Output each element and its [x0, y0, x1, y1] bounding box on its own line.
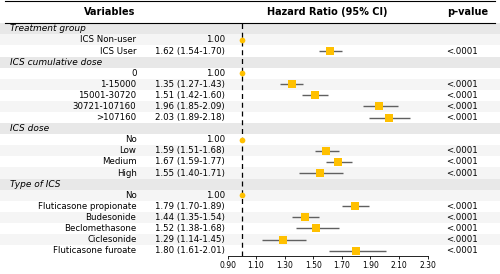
Text: ICS Non-user: ICS Non-user	[80, 35, 136, 44]
Text: Fluticasone propionate: Fluticasone propionate	[38, 202, 136, 211]
Text: Medium: Medium	[102, 158, 136, 166]
Text: 1.44 (1.35-1.54): 1.44 (1.35-1.54)	[155, 213, 225, 222]
Text: ICS dose: ICS dose	[10, 124, 49, 133]
Text: 1.00: 1.00	[206, 191, 225, 200]
Text: Type of ICS: Type of ICS	[10, 179, 60, 189]
Text: 15001-30720: 15001-30720	[78, 91, 136, 100]
Text: <.0001: <.0001	[446, 146, 478, 155]
Text: Hazard Ratio (95% CI): Hazard Ratio (95% CI)	[267, 7, 388, 17]
Text: <.0001: <.0001	[446, 235, 478, 244]
Text: 1.00: 1.00	[206, 35, 225, 44]
Text: High: High	[116, 169, 136, 178]
Text: 1.96 (1.85-2.09): 1.96 (1.85-2.09)	[156, 102, 225, 111]
Text: <.0001: <.0001	[446, 47, 478, 56]
Text: ICS User: ICS User	[100, 47, 136, 56]
Text: 1-15000: 1-15000	[100, 80, 136, 89]
Text: 1.00: 1.00	[206, 135, 225, 144]
Text: <.0001: <.0001	[446, 80, 478, 89]
Text: Budesonide: Budesonide	[86, 213, 136, 222]
Text: No: No	[125, 135, 136, 144]
Text: <.0001: <.0001	[446, 158, 478, 166]
Text: 1.79 (1.70-1.89): 1.79 (1.70-1.89)	[156, 202, 225, 211]
Text: Low: Low	[120, 146, 136, 155]
Text: 1.00: 1.00	[206, 69, 225, 78]
Text: 30721-107160: 30721-107160	[73, 102, 136, 111]
Text: <.0001: <.0001	[446, 202, 478, 211]
Text: <.0001: <.0001	[446, 246, 478, 255]
Text: Treatment group: Treatment group	[10, 24, 86, 33]
Text: Variables: Variables	[84, 7, 136, 17]
Text: 1.35 (1.27-1.43): 1.35 (1.27-1.43)	[155, 80, 225, 89]
Text: <.0001: <.0001	[446, 224, 478, 233]
Text: 1.52 (1.38-1.68): 1.52 (1.38-1.68)	[155, 224, 225, 233]
Text: 1.59 (1.51-1.68): 1.59 (1.51-1.68)	[155, 146, 225, 155]
Text: 1.67 (1.59-1.77): 1.67 (1.59-1.77)	[155, 158, 225, 166]
Text: 1.51 (1.42-1.60): 1.51 (1.42-1.60)	[155, 91, 225, 100]
Text: 1.62 (1.54-1.70): 1.62 (1.54-1.70)	[155, 47, 225, 56]
Text: p-value: p-value	[447, 7, 488, 17]
Text: <.0001: <.0001	[446, 213, 478, 222]
Text: 1.55 (1.40-1.71): 1.55 (1.40-1.71)	[155, 169, 225, 178]
Text: <.0001: <.0001	[446, 102, 478, 111]
Text: Ciclesonide: Ciclesonide	[87, 235, 136, 244]
Text: <.0001: <.0001	[446, 91, 478, 100]
Text: 1.80 (1.61-2.01): 1.80 (1.61-2.01)	[155, 246, 225, 255]
Text: 1.29 (1.14-1.45): 1.29 (1.14-1.45)	[155, 235, 225, 244]
Text: >107160: >107160	[96, 113, 136, 122]
Text: Beclomethasone: Beclomethasone	[64, 224, 136, 233]
Text: ICS cumulative dose: ICS cumulative dose	[10, 58, 102, 67]
Text: Fluticasone furoate: Fluticasone furoate	[54, 246, 136, 255]
Text: <.0001: <.0001	[446, 169, 478, 178]
Text: 2.03 (1.89-2.18): 2.03 (1.89-2.18)	[155, 113, 225, 122]
Text: <.0001: <.0001	[446, 113, 478, 122]
Text: No: No	[125, 191, 136, 200]
Text: 0: 0	[131, 69, 136, 78]
